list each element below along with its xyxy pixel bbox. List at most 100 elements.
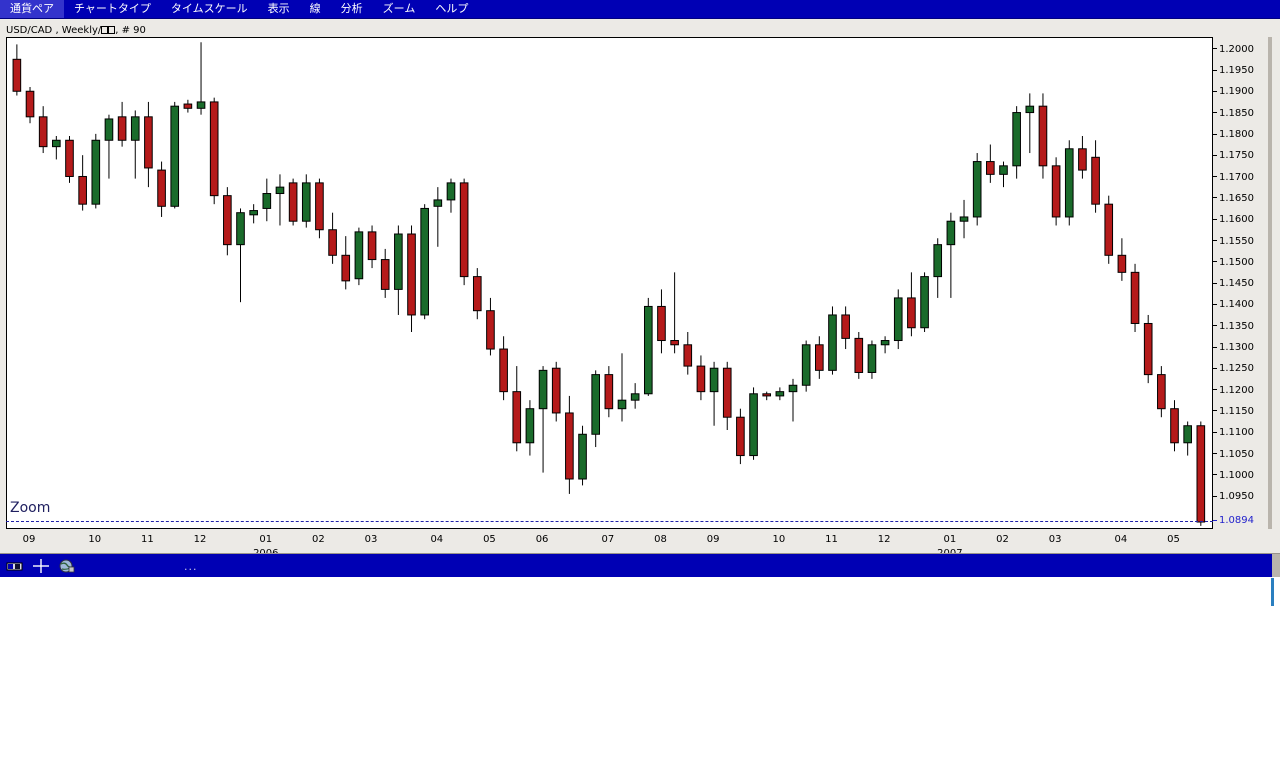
price-tick: 1.1650 xyxy=(1213,193,1254,204)
candlestick-bar xyxy=(657,289,666,354)
candlestick-bar xyxy=(223,187,232,256)
menu-time-scale[interactable]: タイムスケール xyxy=(170,2,248,15)
price-tick: 1.1750 xyxy=(1213,150,1254,161)
tick-mark-icon xyxy=(1213,431,1217,433)
candlestick-bar xyxy=(104,114,114,179)
chart-title: USD/CAD , Weekly/ , # 90 xyxy=(6,25,146,36)
candlestick-bar xyxy=(52,136,61,160)
candlestick-bar xyxy=(801,340,811,392)
tick-mark-icon xyxy=(1213,176,1217,178)
price-tick-label: 1.1150 xyxy=(1219,405,1254,417)
candlestick-bar xyxy=(1078,136,1087,179)
tick-mark-icon xyxy=(1213,282,1217,284)
price-tick-label: 1.1050 xyxy=(1219,448,1254,460)
candlestick-bar xyxy=(91,133,101,209)
tick-mark-icon xyxy=(1213,112,1217,114)
candlestick-bar xyxy=(301,174,311,228)
candlestick-bar xyxy=(407,225,416,332)
price-tick: 1.1300 xyxy=(1213,342,1254,353)
time-tick-label: 11 xyxy=(825,534,838,545)
time-tick-label: 05 xyxy=(1167,534,1180,545)
price-tick: 1.1900 xyxy=(1213,86,1254,97)
time-tick-label: 08 xyxy=(654,534,667,545)
candlestick-bar xyxy=(828,306,837,375)
candlestick-bar xyxy=(604,366,614,418)
menu-analysis[interactable]: 分析 xyxy=(340,2,363,15)
time-tick-label: 06 xyxy=(535,534,549,545)
candlestick-bar xyxy=(775,387,785,401)
tick-mark-icon xyxy=(1213,303,1217,305)
price-tick: 1.1400 xyxy=(1213,299,1254,310)
candlestick-bar xyxy=(815,336,824,379)
price-tick-label: 1.1250 xyxy=(1219,363,1254,375)
price-tick-label: 1.1700 xyxy=(1219,171,1254,183)
candlestick-bar xyxy=(1091,140,1100,213)
menu-chart-type[interactable]: チャートタイプ xyxy=(74,2,151,15)
candlestick-bar xyxy=(499,336,508,401)
candlestick-bar xyxy=(696,355,706,401)
time-tick-label: 05 xyxy=(483,534,496,545)
menu-display[interactable]: 表示 xyxy=(267,2,290,15)
price-axis[interactable]: 1.2000 1.1950 1.1900 1.1850 1.1800 1.1750 1.17… xyxy=(1213,37,1268,529)
tick-mark-icon xyxy=(1213,519,1217,521)
candlestick-bar xyxy=(749,387,758,460)
zoom-annotation-label[interactable]: Zoom xyxy=(10,500,51,516)
candlestick-bar xyxy=(907,272,916,337)
price-tick-label: 1.1800 xyxy=(1219,129,1254,140)
plot-area[interactable] xyxy=(6,37,1213,529)
tick-mark-icon xyxy=(1213,48,1217,50)
price-tick-label: 1.0950 xyxy=(1219,491,1254,503)
price-tick-label: 1.1750 xyxy=(1219,150,1254,162)
time-tick-label: 10 xyxy=(772,534,786,545)
tick-mark-icon xyxy=(1213,495,1217,497)
chart-title-suffix: , # 90 xyxy=(115,25,146,36)
candlestick-bar xyxy=(643,297,653,396)
text-caret xyxy=(1271,578,1274,606)
candlestick-bar xyxy=(183,99,193,113)
price-tick: 1.1000 xyxy=(1213,470,1254,481)
candlestick-bar xyxy=(788,378,798,422)
menu-zoom[interactable]: ズーム xyxy=(382,2,416,15)
candlestick-bar xyxy=(538,366,548,473)
candlestick-bar xyxy=(354,227,364,286)
time-tick-label: 04 xyxy=(430,534,444,545)
candlestick-bar xyxy=(972,153,982,226)
candlestick-bar xyxy=(880,336,890,354)
toolbar-right-cap xyxy=(1272,554,1280,578)
crosshair-icon[interactable] xyxy=(30,557,52,575)
price-tick-label: 1.1350 xyxy=(1219,320,1254,332)
tick-mark-icon xyxy=(1213,474,1217,476)
price-tick-label: 1.1100 xyxy=(1219,427,1254,439)
candlestick-bar xyxy=(144,101,153,188)
candlestick-bar xyxy=(525,400,535,456)
candlestick-bar xyxy=(394,225,403,315)
tick-mark-icon xyxy=(1213,133,1217,135)
time-tick-label: 12 xyxy=(877,534,891,545)
price-tick-label: 1.1450 xyxy=(1219,278,1254,290)
candlestick-bar xyxy=(762,391,772,401)
candlestick-bar xyxy=(683,332,693,375)
price-tick-label: 1.1650 xyxy=(1219,192,1254,204)
candlestick-bar xyxy=(1038,93,1048,179)
bottom-toolbar: ... xyxy=(0,553,1280,578)
menu-help[interactable]: ヘルプ xyxy=(435,2,469,15)
price-tick-label: 1.1500 xyxy=(1219,256,1254,268)
price-tick-label: 1.1300 xyxy=(1219,342,1254,354)
tick-mark-icon xyxy=(1213,453,1217,455)
candlestick-bar xyxy=(933,238,943,298)
candlestick-bar xyxy=(236,208,245,303)
candlestick-bar xyxy=(565,395,574,494)
globe-icon[interactable] xyxy=(56,557,78,575)
menu-lines[interactable]: 線 xyxy=(309,2,321,15)
candlestick-bar xyxy=(420,204,429,320)
price-tick-label: 1.2000 xyxy=(1219,43,1254,55)
price-tick: 1.1550 xyxy=(1213,236,1254,247)
menu-currency-pair[interactable]: 通貨ペア xyxy=(0,0,64,18)
time-tick-label: 11 xyxy=(141,534,154,545)
tick-mark-icon xyxy=(1213,69,1217,71)
price-tick-label: 1.1400 xyxy=(1219,299,1254,311)
candlestick-bar xyxy=(38,106,48,154)
cursor-icon[interactable] xyxy=(4,557,26,575)
candlestick-bar xyxy=(117,101,127,147)
